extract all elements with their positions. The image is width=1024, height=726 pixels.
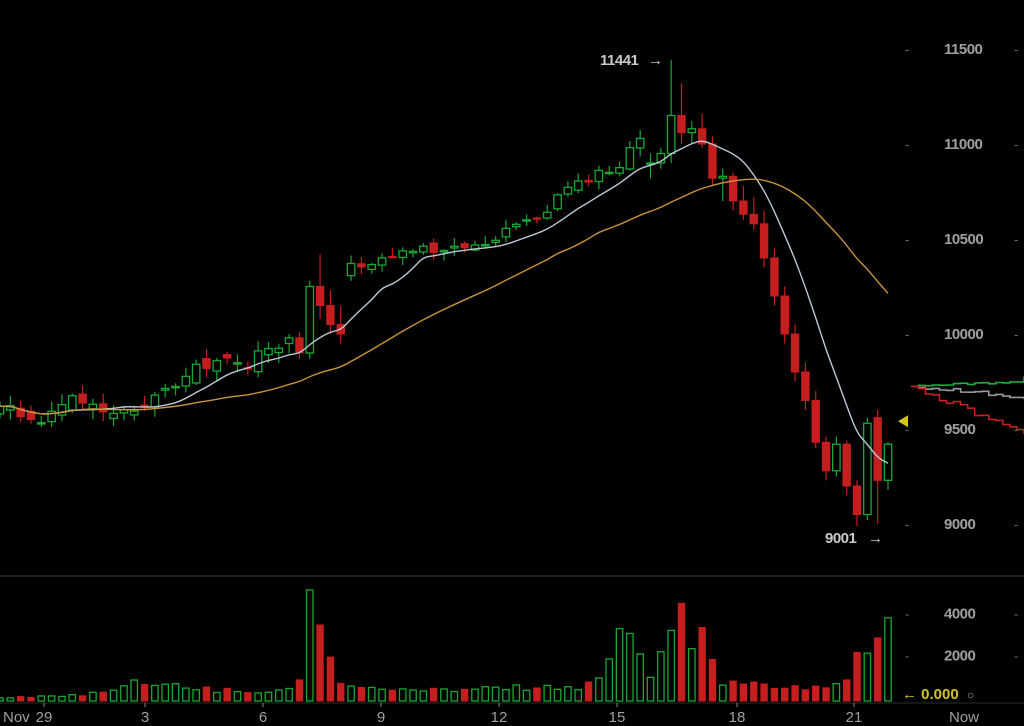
svg-text:-: - bbox=[905, 327, 909, 342]
svg-text:-: - bbox=[905, 42, 909, 57]
svg-text:Nov: Nov bbox=[3, 709, 30, 726]
svg-text:2000: 2000 bbox=[944, 648, 976, 665]
svg-text:11000: 11000 bbox=[944, 136, 983, 153]
svg-text:-: - bbox=[905, 137, 909, 152]
svg-text:10500: 10500 bbox=[944, 231, 983, 248]
svg-text:-: - bbox=[905, 517, 909, 532]
svg-text:-: - bbox=[1014, 42, 1018, 57]
svg-text:-: - bbox=[905, 422, 909, 437]
svg-text:-: - bbox=[1014, 137, 1018, 152]
svg-text:-: - bbox=[1014, 517, 1018, 532]
svg-text:3: 3 bbox=[141, 709, 149, 726]
svg-text:9000: 9000 bbox=[944, 516, 976, 533]
svg-text:-: - bbox=[1014, 232, 1018, 247]
svg-text:9001: 9001 bbox=[825, 530, 857, 547]
svg-text:12: 12 bbox=[491, 709, 508, 726]
svg-text:4000: 4000 bbox=[944, 606, 976, 623]
svg-text:21: 21 bbox=[846, 709, 863, 726]
svg-text:→: → bbox=[868, 530, 883, 547]
svg-text:11441: 11441 bbox=[600, 52, 639, 69]
svg-text:9: 9 bbox=[377, 709, 385, 726]
svg-text:10000: 10000 bbox=[944, 326, 983, 343]
svg-text:9500: 9500 bbox=[944, 421, 976, 438]
svg-text:-: - bbox=[1014, 422, 1018, 437]
svg-text:→: → bbox=[648, 52, 663, 69]
svg-text:6: 6 bbox=[259, 709, 267, 726]
svg-text:-: - bbox=[1014, 327, 1018, 342]
svg-text:29: 29 bbox=[36, 709, 53, 726]
svg-text:-: - bbox=[905, 649, 909, 664]
svg-text:18: 18 bbox=[729, 709, 746, 726]
svg-text:-: - bbox=[905, 232, 909, 247]
svg-text:← 0.000: ← 0.000 bbox=[902, 686, 959, 703]
svg-text:○: ○ bbox=[967, 688, 974, 702]
svg-text:-: - bbox=[905, 607, 909, 622]
svg-text:-: - bbox=[1014, 607, 1018, 622]
svg-text:-: - bbox=[1014, 649, 1018, 664]
svg-text:Now: Now bbox=[949, 709, 979, 726]
svg-text:15: 15 bbox=[609, 709, 626, 726]
svg-text:11500: 11500 bbox=[944, 41, 983, 58]
